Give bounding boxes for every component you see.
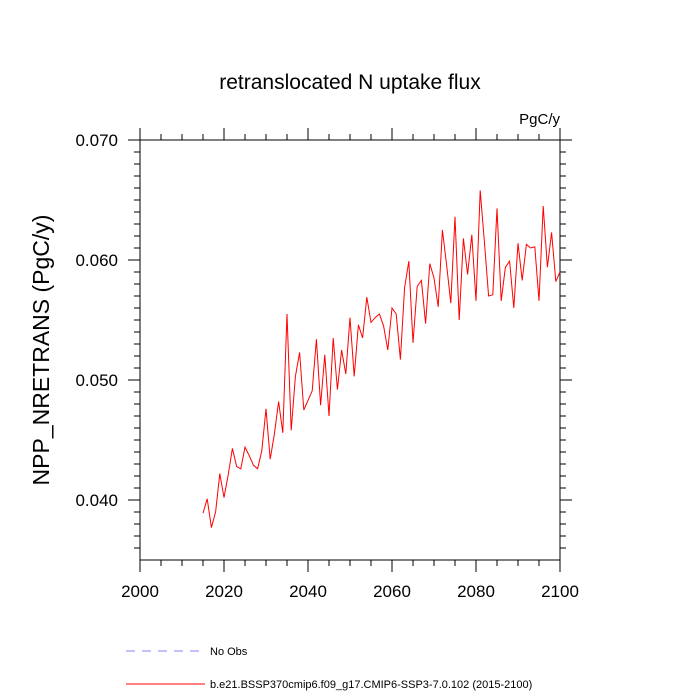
y-axis <box>128 139 572 549</box>
series-line-0 <box>202 190 561 528</box>
y-tick-label: 0.040 <box>75 491 118 510</box>
series-layer <box>202 190 561 528</box>
x-tick-labels: 2000 2020 2040 2060 2080 2100 <box>121 582 579 601</box>
x-tick-label: 2060 <box>373 582 411 601</box>
x-tick-label: 2100 <box>541 582 579 601</box>
x-tick-label: 2040 <box>289 582 327 601</box>
x-axis <box>139 128 561 572</box>
units-label: PgC/y <box>519 111 560 128</box>
chart-title: retranslocated N uptake flux <box>219 71 481 94</box>
y-tick-label: 0.070 <box>75 131 118 150</box>
legend-label-model: b.e21.BSSP370cmip6.f09_g17.CMIP6-SSP3-7.… <box>210 679 532 691</box>
y-tick-labels: 0.040 0.050 0.060 0.070 <box>75 131 118 510</box>
x-tick-label: 2020 <box>205 582 243 601</box>
y-axis-label: NPP_NRETRANS (PgC/y) <box>28 215 54 486</box>
legend-label-no-obs: No Obs <box>210 646 248 658</box>
y-tick-label: 0.050 <box>75 371 118 390</box>
legend: No Obs b.e21.BSSP370cmip6.f09_g17.CMIP6-… <box>126 646 532 691</box>
plot-frame <box>139 139 561 561</box>
x-tick-label: 2000 <box>121 582 159 601</box>
x-tick-label: 2080 <box>457 582 495 601</box>
y-tick-label: 0.060 <box>75 251 118 270</box>
